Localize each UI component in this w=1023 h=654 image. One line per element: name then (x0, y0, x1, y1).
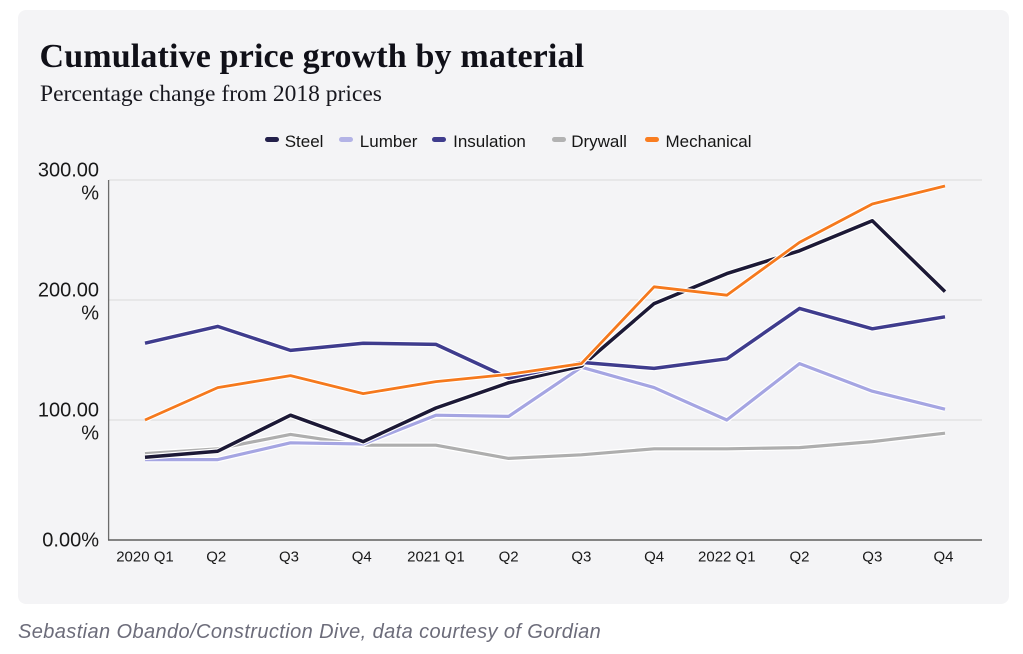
svg-text:2021 Q1: 2021 Q1 (407, 549, 465, 566)
svg-text:2020 Q1: 2020 Q1 (116, 549, 174, 566)
svg-text:%: % (81, 423, 99, 445)
svg-text:0.00%: 0.00% (42, 530, 99, 552)
svg-text:%: % (81, 303, 99, 325)
svg-text:Q3: Q3 (279, 549, 299, 566)
svg-text:Q2: Q2 (206, 549, 226, 566)
svg-text:100.00: 100.00 (38, 399, 99, 421)
svg-text:Q4: Q4 (644, 549, 664, 566)
svg-text:Q3: Q3 (571, 549, 591, 566)
svg-text:Q4: Q4 (352, 549, 372, 566)
svg-text:Q2: Q2 (789, 549, 809, 566)
svg-text:200.00: 200.00 (38, 279, 99, 301)
svg-text:Q3: Q3 (862, 549, 882, 566)
svg-text:2022 Q1: 2022 Q1 (698, 549, 756, 566)
svg-text:300.00: 300.00 (38, 159, 99, 181)
svg-text:%: % (81, 183, 99, 205)
svg-text:Q2: Q2 (499, 549, 519, 566)
svg-text:Q4: Q4 (933, 549, 953, 566)
